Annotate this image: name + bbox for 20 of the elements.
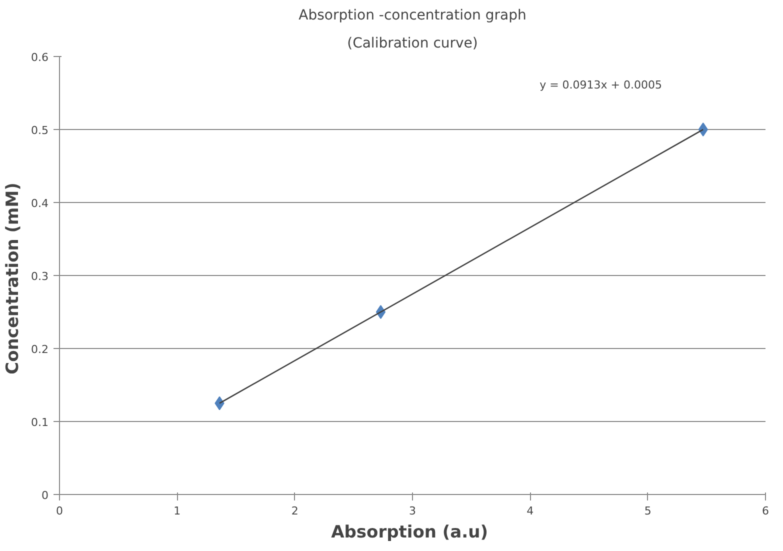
chart-subtitle: (Calibration curve) [347,36,478,52]
point [698,122,708,136]
y-tick-label: 0.6 [31,51,49,64]
y-tick-label: 0.5 [31,124,49,137]
y-tick-label: 0 [42,489,48,502]
y-tick-label: 0.1 [31,416,49,429]
y-tick-label: 0.4 [31,197,49,210]
y-tick-label: 0.3 [31,270,49,283]
annotation: y = 0.0913x + 0.0005 [540,78,662,92]
chart-title: Absorption -concentration graph [298,8,526,24]
x-tick-label: 0 [56,504,63,518]
x-tick-label: 3 [409,504,416,518]
y-axis-title: Concentration (mM) [3,182,24,374]
x-tick-label: 2 [291,504,298,518]
x-tick-label: 4 [526,504,534,518]
x-tick-label: 1 [174,504,181,518]
x-tick-label: 5 [644,504,652,518]
x-tick-label: 6 [762,504,769,518]
x-axis-title: Absorption (a.u) [331,522,488,542]
y-tick-label: 0.2 [31,343,49,356]
